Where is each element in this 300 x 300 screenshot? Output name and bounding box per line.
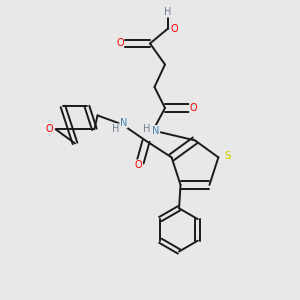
Text: H: H <box>143 124 151 134</box>
Text: S: S <box>224 151 231 161</box>
Text: O: O <box>171 23 178 34</box>
Text: O: O <box>190 103 197 113</box>
Text: H: H <box>164 7 172 17</box>
Text: N: N <box>152 125 160 136</box>
Text: O: O <box>45 124 53 134</box>
Text: N: N <box>120 118 127 128</box>
Text: H: H <box>112 124 119 134</box>
Text: O: O <box>116 38 124 49</box>
Text: O: O <box>135 160 142 170</box>
